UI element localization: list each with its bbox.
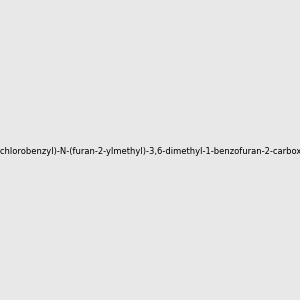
Text: N-(4-chlorobenzyl)-N-(furan-2-ylmethyl)-3,6-dimethyl-1-benzofuran-2-carboxamide: N-(4-chlorobenzyl)-N-(furan-2-ylmethyl)-… [0, 147, 300, 156]
